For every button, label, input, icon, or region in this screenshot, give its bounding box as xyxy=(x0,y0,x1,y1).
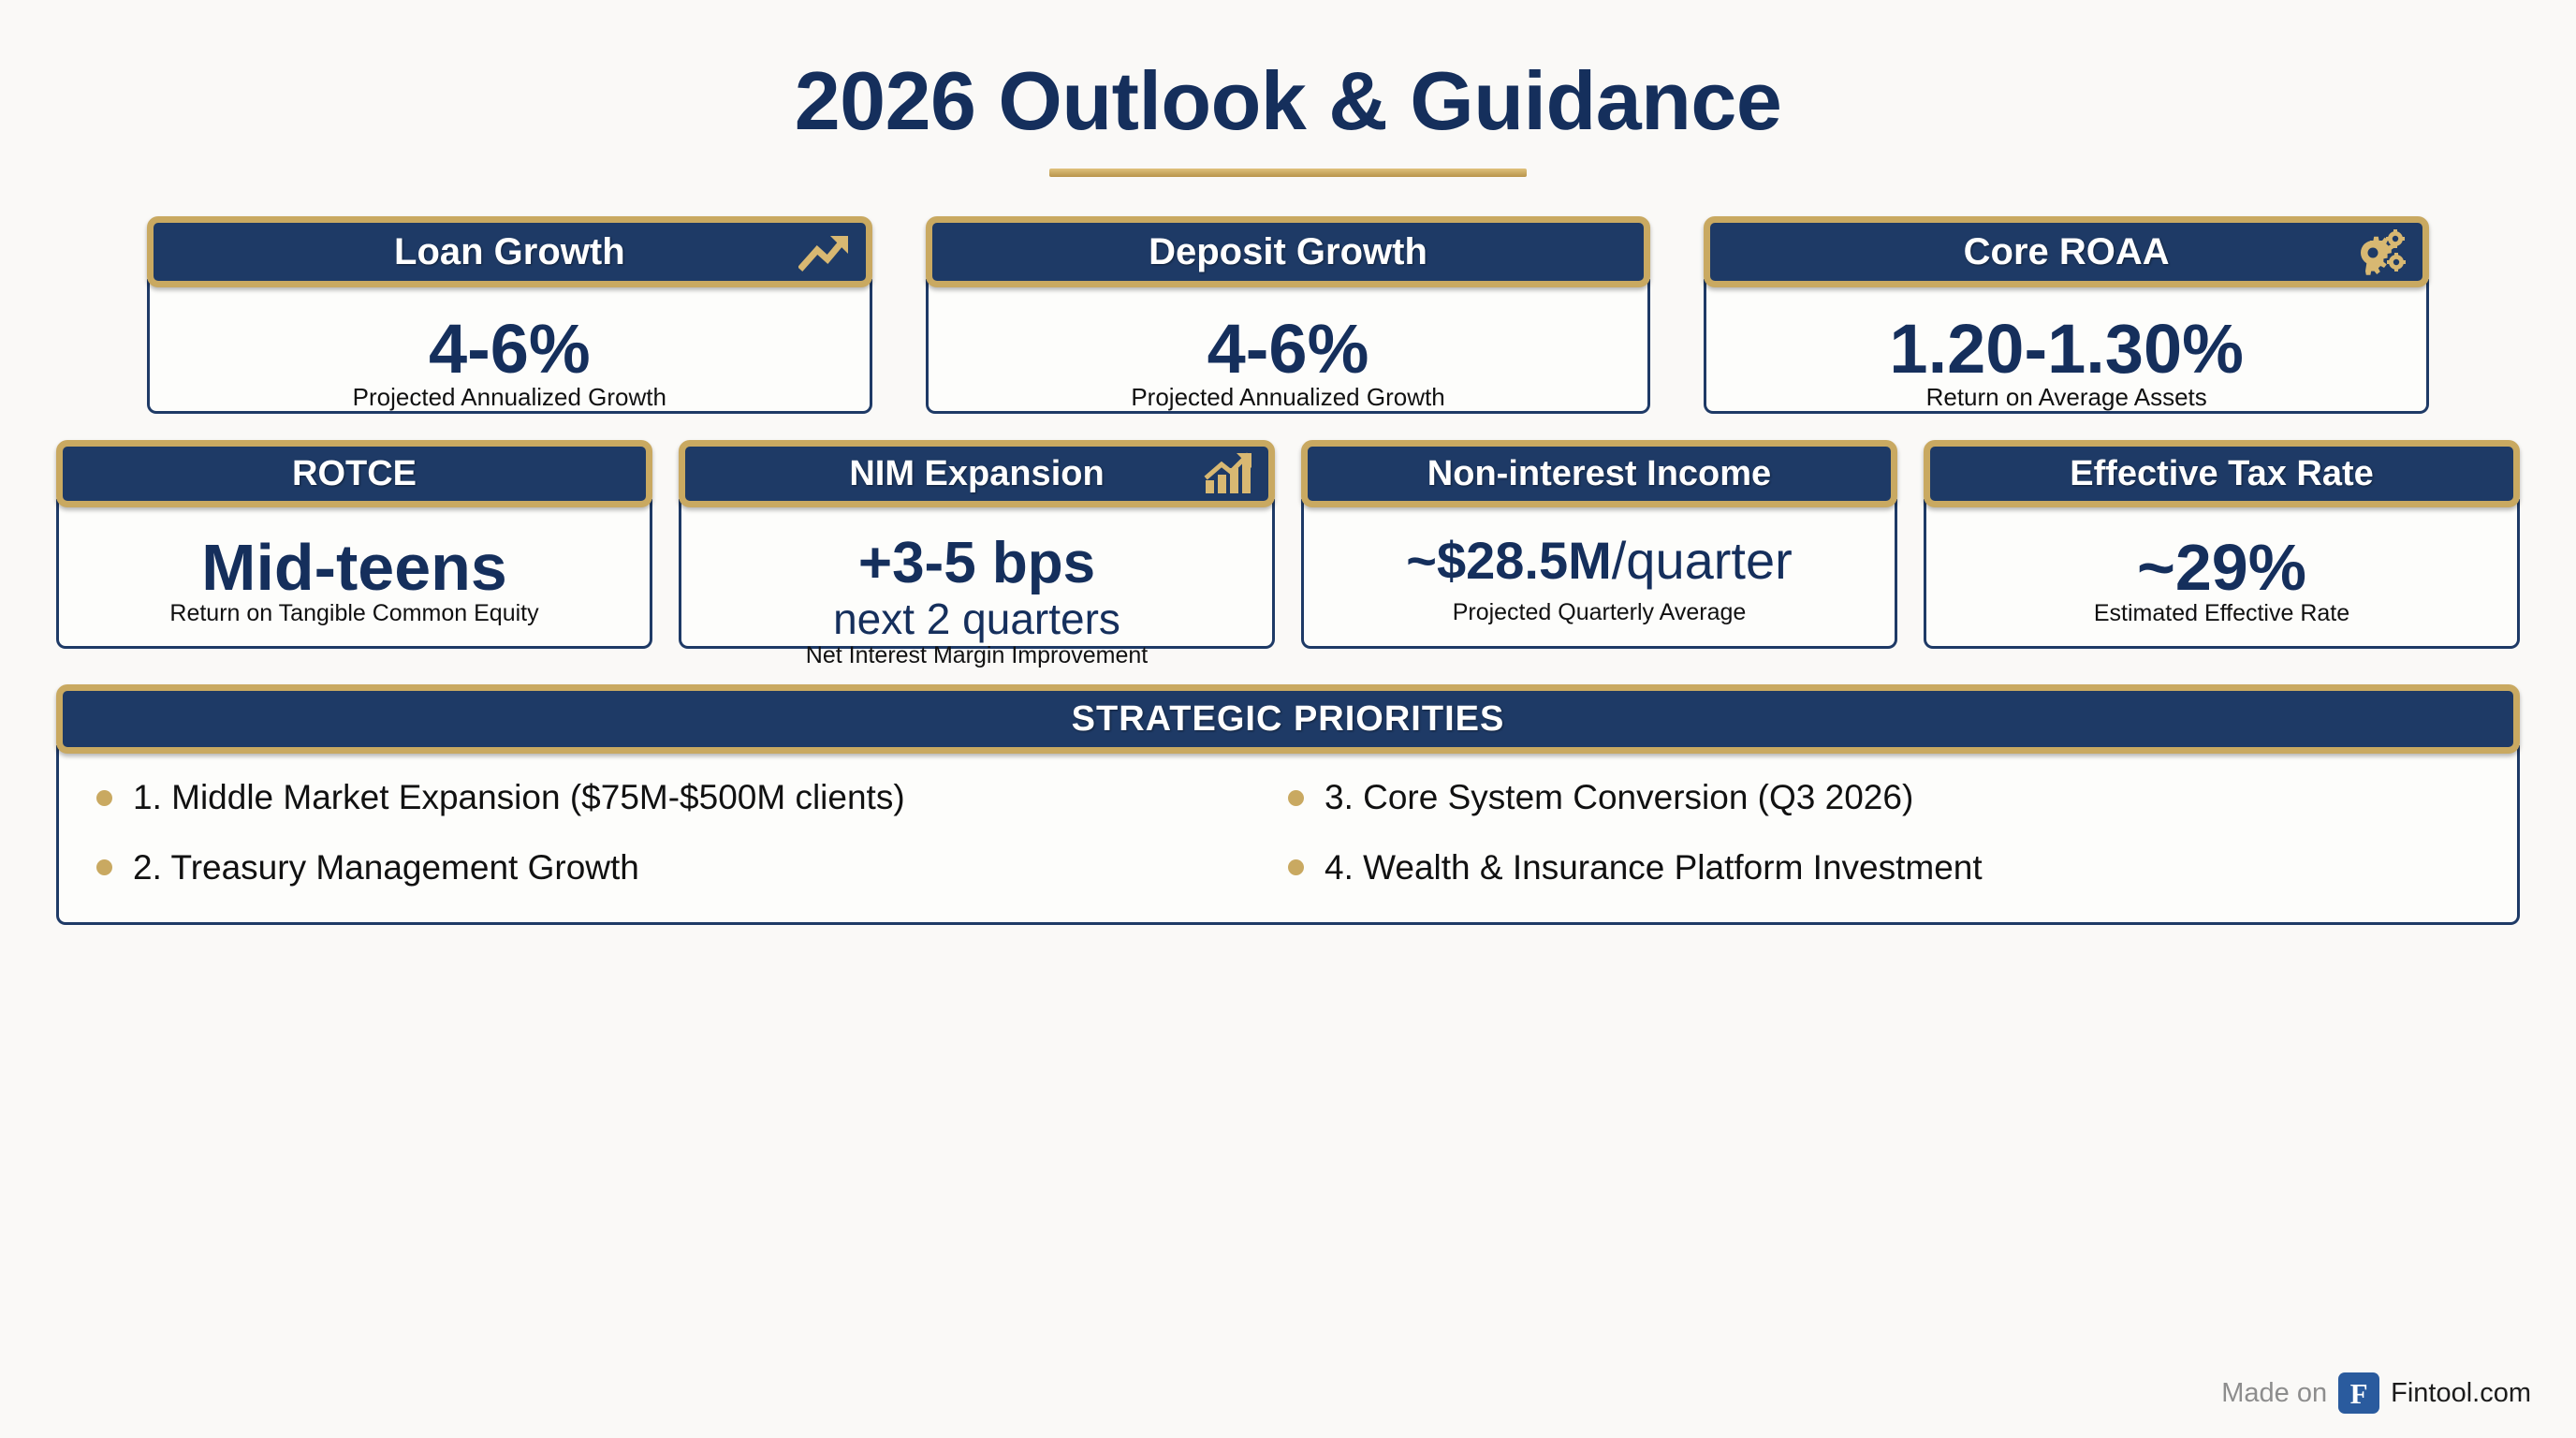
metric-value: Mid-teens xyxy=(201,531,507,605)
metric-card-title: Effective Tax Rate xyxy=(2070,453,2374,493)
bullet-icon xyxy=(96,790,112,807)
metric-caption: Estimated Effective Rate xyxy=(2093,600,2350,627)
metric-card-loan-growth[interactable]: Loan Growth 4-6% Projected Annualized Gr… xyxy=(147,216,872,415)
metric-card-title: NIM Expansion xyxy=(849,453,1105,493)
metric-subvalue: next 2 quarters xyxy=(833,594,1120,644)
metric-card-deposit-growth[interactable]: Deposit Growth 4-6% Projected Annualized… xyxy=(925,216,1651,415)
strategic-priorities-header: STRATEGIC PRIORITIES xyxy=(56,684,2520,755)
priority-text: 2. Treasury Management Growth xyxy=(133,847,639,887)
priority-text: 4. Wealth & Insurance Platform Investmen… xyxy=(1325,847,1983,887)
metric-value: +3-5 bps xyxy=(857,531,1096,596)
metric-value: 1.20-1.30% xyxy=(1889,310,2244,389)
metric-caption: Projected Annualized Growth xyxy=(1131,383,1445,412)
metric-card-rotce[interactable]: ROTCE Mid-teens Return on Tangible Commo… xyxy=(56,440,652,650)
bullet-icon xyxy=(1288,790,1304,807)
page-header: 2026 Outlook & Guidance xyxy=(0,0,2576,178)
bar-chart-growth-icon xyxy=(1203,452,1255,495)
metric-card-title: Non-interest Income xyxy=(1427,453,1772,493)
metric-value: ~29% xyxy=(2137,531,2306,605)
list-item[interactable]: 2. Treasury Management Growth xyxy=(96,847,1288,888)
strategic-priorities-title: STRATEGIC PRIORITIES xyxy=(1071,698,1505,739)
gears-icon xyxy=(2353,228,2409,276)
list-item[interactable]: 4. Wealth & Insurance Platform Investmen… xyxy=(1288,847,2480,888)
bullet-icon xyxy=(1288,859,1304,876)
list-item[interactable]: 1. Middle Market Expansion ($75M-$500M c… xyxy=(96,777,1288,818)
metric-caption: Net Interest Margin Improvement xyxy=(805,641,1149,668)
metric-card-header: Loan Growth xyxy=(147,216,872,288)
list-item[interactable]: 3. Core System Conversion (Q3 2026) xyxy=(1288,777,2480,818)
metric-caption: Return on Tangible Common Equity xyxy=(169,600,539,627)
fintool-logo-icon: F xyxy=(2338,1372,2380,1414)
metric-card-body: Mid-teens Return on Tangible Common Equi… xyxy=(56,499,652,650)
page-title: 2026 Outlook & Guidance xyxy=(794,54,1782,147)
metric-card-title: Core ROAA xyxy=(1963,230,2170,272)
metric-caption: Projected Quarterly Average xyxy=(1452,598,1747,625)
footer-attribution: Made on F Fintool.com xyxy=(2221,1372,2531,1414)
priority-text: 1. Middle Market Expansion ($75M-$500M c… xyxy=(133,778,905,817)
metric-card-header: Core ROAA xyxy=(1704,216,2430,288)
metric-card-core-roaa[interactable]: Core ROAA xyxy=(1704,216,2430,415)
strategic-priorities-body: 1. Middle Market Expansion ($75M-$500M c… xyxy=(56,745,2520,926)
metric-card-nim-expansion[interactable]: NIM Expansion +3 xyxy=(679,440,1275,668)
metric-card-title: ROTCE xyxy=(292,453,417,493)
metric-value: ~$28.5M xyxy=(1406,531,1612,591)
metric-card-effective-tax-rate[interactable]: Effective Tax Rate ~29% Estimated Effect… xyxy=(1924,440,2520,650)
metrics-row-secondary: ROTCE Mid-teens Return on Tangible Commo… xyxy=(0,440,2576,668)
metric-card-body: ~$28.5M/quarter Projected Quarterly Aver… xyxy=(1301,499,1897,650)
priority-text: 3. Core System Conversion (Q3 2026) xyxy=(1325,778,1914,817)
metric-value: 4-6% xyxy=(428,310,591,389)
trending-up-arrow-icon xyxy=(798,231,853,272)
metric-value-suffix: /quarter xyxy=(1611,531,1793,591)
metric-card-header: Non-interest Income xyxy=(1301,440,1897,508)
metric-card-header: ROTCE xyxy=(56,440,652,508)
metric-card-title: Loan Growth xyxy=(394,230,625,272)
footer-made-on-label: Made on xyxy=(2221,1377,2328,1408)
metric-value: 4-6% xyxy=(1207,310,1369,389)
metric-card-body: 4-6% Projected Annualized Growth xyxy=(147,279,872,415)
metric-card-non-interest-income[interactable]: Non-interest Income ~$28.5M/quarter Proj… xyxy=(1301,440,1897,650)
metric-caption: Projected Annualized Growth xyxy=(352,383,666,412)
priorities-column-left: 1. Middle Market Expansion ($75M-$500M c… xyxy=(96,777,1288,888)
metrics-row-primary: Loan Growth 4-6% Projected Annualized Gr… xyxy=(0,216,2576,415)
strategic-priorities-panel: STRATEGIC PRIORITIES 1. Middle Market Ex… xyxy=(56,684,2520,926)
footer-brand-name[interactable]: Fintool.com xyxy=(2391,1377,2531,1408)
metric-card-header: Effective Tax Rate xyxy=(1924,440,2520,508)
metric-card-title: Deposit Growth xyxy=(1149,230,1427,272)
metric-card-header: NIM Expansion xyxy=(679,440,1275,508)
metric-card-body: 1.20-1.30% Return on Average Assets xyxy=(1704,279,2430,415)
metric-card-header: Deposit Growth xyxy=(925,216,1651,288)
metric-card-body: ~29% Estimated Effective Rate xyxy=(1924,499,2520,650)
bullet-icon xyxy=(96,859,112,876)
metric-card-body: 4-6% Projected Annualized Growth xyxy=(925,279,1651,415)
priorities-column-right: 3. Core System Conversion (Q3 2026) 4. W… xyxy=(1288,777,2480,888)
metric-caption: Return on Average Assets xyxy=(1925,383,2207,412)
title-underline-rule xyxy=(1049,169,1527,178)
metric-card-body: +3-5 bps next 2 quarters Net Interest Ma… xyxy=(679,499,1275,668)
